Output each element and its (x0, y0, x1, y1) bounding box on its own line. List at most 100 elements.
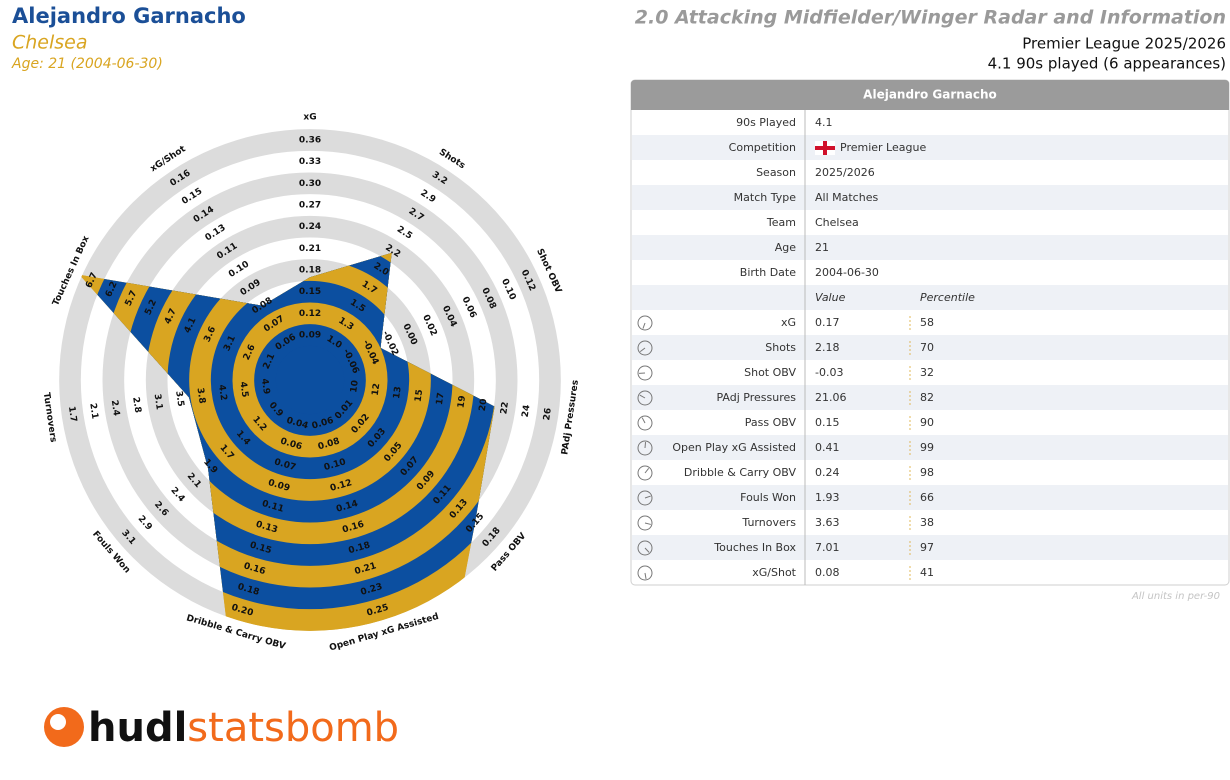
tick-label: 2.8 (130, 396, 142, 413)
flag (815, 146, 835, 150)
stat-icon (637, 440, 653, 456)
stat-percentile: 38 (920, 516, 934, 529)
info-value: 21 (815, 241, 829, 254)
tick-label: 4.5 (237, 381, 249, 398)
stat-icon (644, 572, 647, 579)
info-value: 4.1 (815, 116, 833, 129)
row-bg (632, 235, 1228, 260)
info-value: All Matches (815, 191, 878, 204)
stat-percentile: 98 (920, 466, 934, 479)
stat-label: xG/Shot (752, 566, 796, 579)
logo-text: hudlstatsbomb (88, 705, 399, 751)
tick-label: 2.1 (87, 403, 99, 420)
info-value: Premier League (840, 141, 926, 154)
tick-label: 3.5 (173, 390, 185, 407)
stat-percentile: 99 (920, 441, 934, 454)
stat-icon (637, 365, 653, 381)
stat-percentile: 90 (920, 416, 934, 429)
info-label: Competition (729, 141, 796, 154)
stat-percentile: 41 (920, 566, 934, 579)
info-label: 90s Played (736, 116, 796, 129)
table-title: Alejandro Garnacho (863, 88, 997, 102)
tick-label: 12 (371, 383, 383, 397)
stat-icon (639, 394, 646, 399)
stat-label: Pass OBV (745, 416, 797, 429)
tick-label: 3.8 (195, 387, 207, 404)
stat-label: Shot OBV (744, 366, 796, 379)
tick-label: 0.15 (299, 287, 321, 297)
stat-value: 0.17 (815, 316, 840, 329)
tick-label: 0.18 (299, 266, 321, 276)
row-bg (632, 185, 1228, 210)
info-label: Team (766, 216, 796, 229)
table-header (631, 80, 1229, 110)
stat-icon (637, 565, 653, 581)
tick-label: 0.33 (299, 157, 321, 167)
stat-icon (644, 467, 650, 474)
info-label: Match Type (734, 191, 797, 204)
logo: hudlstatsbomb (44, 705, 399, 751)
tick-label: 10 (349, 380, 361, 394)
tick-label: 0.12 (299, 309, 321, 319)
row-bg (632, 385, 1228, 410)
stat-label: Open Play xG Assisted (672, 441, 796, 454)
stat-icon (644, 547, 650, 553)
stat-label: Turnovers (741, 516, 796, 529)
stat-percentile: 82 (920, 391, 934, 404)
tick-label: 0.30 (299, 179, 321, 189)
tick-label: 24 (521, 404, 533, 418)
tick-label: 22 (499, 401, 511, 415)
tick-label: 17 (435, 392, 447, 406)
stat-icon (637, 490, 653, 506)
tick-label: 20 (478, 398, 490, 412)
stat-icon (639, 347, 646, 353)
stat-icon (637, 390, 653, 406)
table-note: All units in per-90 (1131, 591, 1220, 602)
stat-value: 2.18 (815, 341, 840, 354)
stat-value: 1.93 (815, 491, 840, 504)
info-label: Season (756, 166, 796, 179)
tick-label: 0.27 (299, 201, 321, 211)
minutes: 4.1 90s played (6 appearances) (988, 55, 1226, 73)
stat-label: Fouls Won (740, 491, 796, 504)
stat-value: 0.08 (815, 566, 840, 579)
row-bg (632, 335, 1228, 360)
stat-value: -0.03 (815, 366, 843, 379)
tick-label: 13 (392, 386, 404, 400)
logo-product: statsbomb (187, 705, 399, 751)
stat-value: 0.15 (815, 416, 840, 429)
stat-icon (637, 340, 653, 356)
tick-label: 26 (542, 407, 554, 421)
tick-label: 4.9 (259, 378, 271, 395)
logo-icon (50, 714, 66, 730)
stat-icon (642, 322, 646, 329)
stat-icon (644, 522, 651, 525)
row-bg (632, 285, 1228, 310)
stat-percentile: 97 (920, 541, 934, 554)
stat-icon (637, 540, 653, 556)
tick-label: 4.2 (216, 384, 228, 401)
stat-icon (637, 315, 653, 331)
info-value: Chelsea (815, 216, 859, 229)
row-bg (632, 135, 1228, 160)
logo-brand: hudl (88, 705, 187, 751)
stat-percentile: 58 (920, 316, 934, 329)
info-value: 2004-06-30 (815, 266, 879, 279)
axis-label: Turnovers (41, 392, 58, 443)
stat-value: 7.01 (815, 541, 840, 554)
stat-label: PAdj Pressures (717, 391, 797, 404)
band (275, 345, 345, 415)
report-title: 2.0 Attacking Midfielder/Winger Radar an… (635, 7, 1226, 29)
column-header: Percentile (920, 291, 975, 304)
row-bg (632, 485, 1228, 510)
stat-icon (644, 441, 647, 449)
stat-icon (637, 415, 653, 431)
stat-value: 3.63 (815, 516, 840, 529)
stat-label: Dribble & Carry OBV (684, 466, 797, 479)
stat-icon (644, 495, 651, 499)
stat-label: xG (781, 316, 796, 329)
tick-label: 15 (414, 389, 426, 403)
stat-percentile: 32 (920, 366, 934, 379)
axis-label: PAdj Pressures (560, 379, 581, 455)
